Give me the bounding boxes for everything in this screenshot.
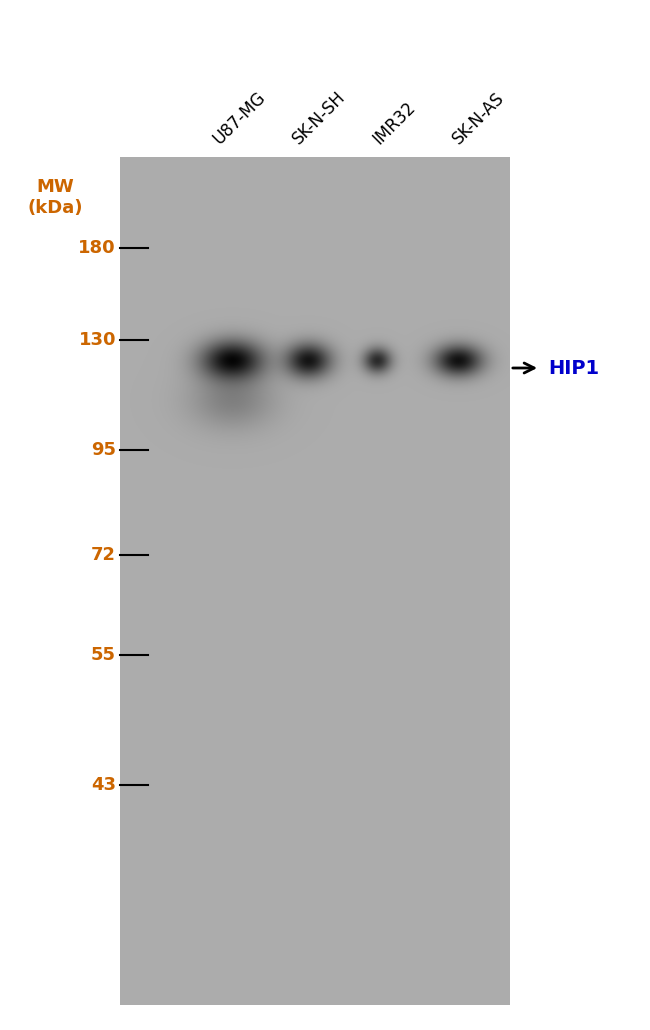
Text: SK-N-SH: SK-N-SH (289, 88, 349, 148)
Text: IMR32: IMR32 (369, 99, 419, 148)
Text: 95: 95 (91, 441, 116, 459)
Text: 180: 180 (79, 239, 116, 258)
Text: MW
(kDa): MW (kDa) (27, 178, 83, 216)
Text: 55: 55 (91, 646, 116, 664)
Text: 72: 72 (91, 546, 116, 564)
Text: 43: 43 (91, 776, 116, 794)
Text: HIP1: HIP1 (548, 358, 599, 378)
Text: U87-MG: U87-MG (209, 89, 269, 148)
Text: SK-N-AS: SK-N-AS (449, 89, 508, 148)
Text: 130: 130 (79, 331, 116, 349)
